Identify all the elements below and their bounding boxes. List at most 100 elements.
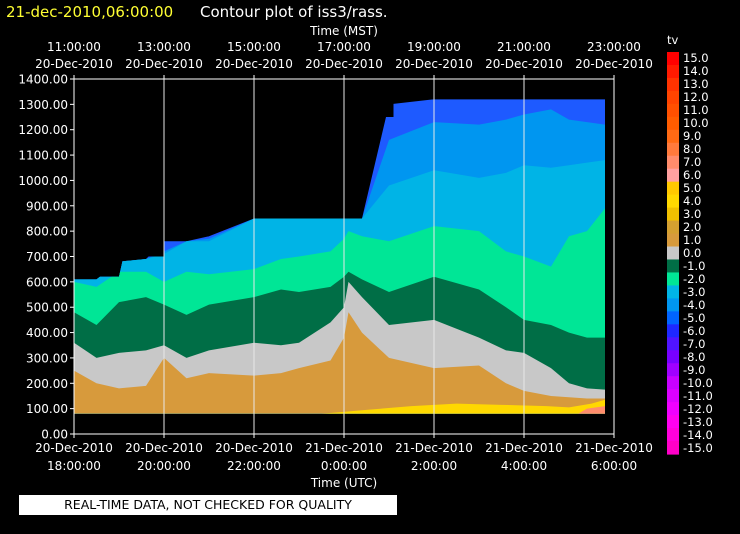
colorbar-tick-label: -2.0 [683,272,705,286]
top-tick-time: 21:00:00 [497,40,551,54]
colorbar-swatch [667,363,679,377]
colorbar-swatch [667,285,679,299]
colorbar-swatch [667,168,679,183]
y-axis-ticks: 0.00 100.00 200.00 300.00 400.00 500.00 600.00… [18,73,74,442]
colorbar-swatch [667,129,679,144]
colorbar-swatch [667,155,679,170]
colorbar-tick-label: 11.0 [683,103,709,117]
colorbar-swatch [667,350,679,364]
top-tick-date: 20-Dec-2010 [215,57,293,71]
colorbar-tick-label: 7.0 [683,155,701,169]
bottom-tick-time: 22:00:00 [227,459,281,473]
top-tick-date: 20-Dec-2010 [395,57,473,71]
colorbar-tick-label: -1.0 [683,259,705,273]
bottom-tick-time: 4:00:00 [501,459,547,473]
bottom-tick-date: 20-Dec-2010 [35,441,113,455]
colorbar-swatch [667,116,679,131]
colorbar-tick-label: 12.0 [683,90,709,104]
colorbar-tick-label: 14.0 [683,64,709,78]
colorbar-swatch [667,77,679,92]
bottom-tick-date: 21-Dec-2010 [395,441,473,455]
top-tick-time: 23:00:00 [587,40,641,54]
colorbar-swatch [667,142,679,157]
colorbar-swatch [667,52,679,66]
bottom-tick-date: 21-Dec-2010 [485,441,563,455]
colorbar-swatch [667,415,679,429]
top-tick-date: 20-Dec-2010 [35,57,113,71]
colorbar-swatch [667,64,679,79]
colorbar-swatch [667,233,679,248]
bottom-axis-ticks: 20-Dec-2010 18:00:00 20-Dec-2010 20:00:00 20… [35,434,653,473]
contour-band-extra-0 [321,399,605,414]
disclaimer-banner: REAL-TIME DATA, NOT CHECKED FOR QUALITY [19,495,397,515]
colorbar-swatch [667,220,679,235]
colorbar-swatch [667,207,679,222]
colorbar-swatch [667,337,679,351]
colorbar-swatch [667,428,679,442]
y-tick-label: 1000.00 [18,174,68,188]
y-tick-label: 900.00 [26,199,68,213]
bottom-tick-time: 6:00:00 [591,459,637,473]
y-tick-label: 500.00 [26,301,68,315]
y-tick-label: 1200.00 [18,123,68,137]
y-tick-label: 300.00 [26,351,68,365]
y-tick-label: 100.00 [26,402,68,416]
colorbar-tick-label: -7.0 [683,337,705,351]
bottom-tick-time: 2:00:00 [411,459,457,473]
colorbar-tick-label: 2.0 [683,220,701,234]
colorbar-swatch [667,441,679,455]
bottom-tick-time: 20:00:00 [137,459,191,473]
top-tick-date: 20-Dec-2010 [485,57,563,71]
y-tick-label: 1400.00 [18,73,68,87]
colorbar-swatch [667,298,679,312]
bottom-tick-date: 20-Dec-2010 [125,441,203,455]
y-tick-label: 200.00 [26,377,68,391]
colorbar-label: tv [667,33,679,47]
colorbar-tick-label: -9.0 [683,363,705,377]
colorbar-swatch [667,259,679,274]
colorbar-swatch [667,103,679,118]
colorbar-tick-label: -8.0 [683,350,705,364]
top-tick-time: 19:00:00 [407,40,461,54]
colorbar-tick-label: 4.0 [683,194,701,208]
top-tick-time: 11:00:00 [47,40,101,54]
bottom-tick-time: 0:00:00 [321,459,367,473]
colorbar-swatch [667,324,679,338]
bottom-tick-date: 20-Dec-2010 [215,441,293,455]
colorbar-tick-label: 13.0 [683,77,709,91]
colorbar-tick-label: -15.0 [683,441,713,455]
bottom-axis-label: Time (UTC) [310,476,377,490]
colorbar-tick-label: 3.0 [683,207,701,221]
colorbar-tick-label: -12.0 [683,402,713,416]
colorbar-tick-label: 1.0 [683,233,701,247]
colorbar-tick-label: 0.0 [683,246,701,260]
y-tick-label: 1300.00 [18,98,68,112]
contour-band-extra-1 [578,406,605,414]
y-tick-label: 800.00 [26,225,68,239]
y-tick-label: 1100.00 [18,149,68,163]
colorbar-swatch [667,90,679,105]
top-tick-date: 20-Dec-2010 [125,57,203,71]
chart-title: Contour plot of iss3/rass. [200,3,388,21]
bottom-tick-date: 21-Dec-2010 [305,441,383,455]
colorbar-tick-label: -14.0 [683,428,713,442]
colorbar-tick-label: -3.0 [683,285,705,299]
colorbar-tick-label: -5.0 [683,311,705,325]
top-tick-date: 20-Dec-2010 [305,57,383,71]
bottom-tick-date: 21-Dec-2010 [575,441,653,455]
bottom-tick-time: 18:00:00 [47,459,101,473]
colorbar-tick-label: -10.0 [683,376,713,390]
colorbar-swatch [667,181,679,196]
y-tick-label: 700.00 [26,250,68,264]
top-axis-label: Time (MST) [309,24,378,38]
colorbar-tick-label: -6.0 [683,324,705,338]
colorbar-tick-label: 10.0 [683,116,709,130]
contour-fills [74,99,605,414]
y-tick-label: 600.00 [26,275,68,289]
y-tick-label: 400.00 [26,326,68,340]
top-tick-time: 13:00:00 [137,40,191,54]
colorbar-swatch [667,311,679,325]
colorbar-tick-label: 15.0 [683,51,709,65]
colorbar-tick-label: -4.0 [683,298,705,312]
